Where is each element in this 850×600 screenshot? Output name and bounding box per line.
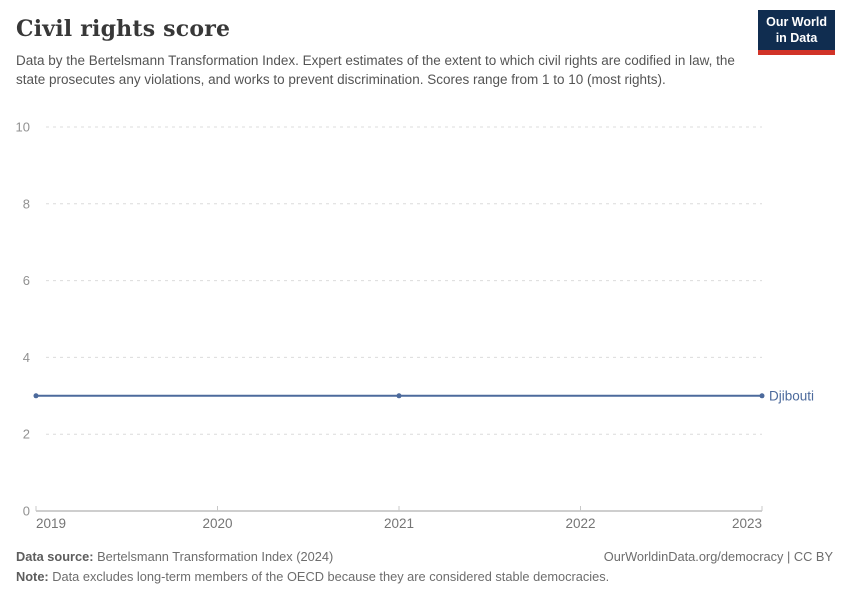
note-label: Note:: [16, 568, 49, 584]
y-axis-tick-label: 10: [16, 120, 30, 135]
x-axis-tick-label: 2021: [384, 516, 414, 531]
chart-header: Civil rights score Data by the Bertelsma…: [16, 16, 761, 89]
note-text: Data excludes long-term members of the O…: [48, 568, 610, 584]
owid-logo-line1: Our World: [766, 15, 827, 29]
owid-logo-line2: in Data: [775, 31, 818, 45]
line-chart[interactable]: 0 2 4 6 8 10 2019 2020 2021 2022 2023 Djibouti: [0, 115, 850, 545]
data-point-djibouti-2021[interactable]: [396, 393, 402, 399]
y-axis-tick-label: 2: [23, 427, 30, 442]
data-source-label: Data source:: [16, 549, 94, 564]
x-axis-tick-label: 2023: [732, 516, 762, 531]
data-point-djibouti-2019[interactable]: [33, 393, 39, 399]
y-axis-tick-label: 8: [23, 196, 30, 211]
x-axis-tick-label: 2020: [202, 516, 232, 531]
owid-url-link[interactable]: OurWorldinData.org/democracy | CC BY: [603, 549, 833, 564]
series-label-djibouti[interactable]: Djibouti: [769, 388, 814, 403]
x-axis-tick-label: 2022: [565, 516, 595, 531]
owid-logo[interactable]: Our World in Data: [758, 10, 835, 55]
chart-footer: Data source: Bertelsmann Transformation …: [16, 547, 833, 587]
y-axis-tick-label: 6: [23, 273, 30, 288]
chart-subtitle: Data by the Bertelsmann Transformation I…: [16, 53, 735, 88]
y-axis-tick-label: 4: [23, 350, 30, 365]
data-source-text: Bertelsmann Transformation Index (2024): [93, 549, 334, 564]
x-axis-tick-label: 2019: [36, 516, 66, 531]
y-axis-tick-label: 0: [23, 504, 30, 519]
data-source-line: Data source: Bertelsmann Transformation …: [16, 547, 333, 567]
page-title: Civil rights score: [16, 16, 231, 42]
data-point-djibouti-2023[interactable]: [759, 393, 765, 399]
chart-canvas[interactable]: 0 2 4 6 8 10 2019 2020 2021 2022 2023 Djibouti: [0, 115, 850, 545]
note-line: Note: Data excludes long-term members of…: [16, 567, 833, 587]
